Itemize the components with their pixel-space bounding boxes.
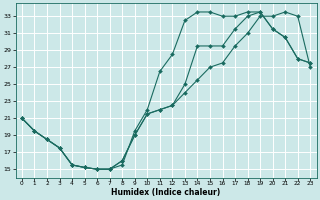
X-axis label: Humidex (Indice chaleur): Humidex (Indice chaleur) [111, 188, 221, 197]
